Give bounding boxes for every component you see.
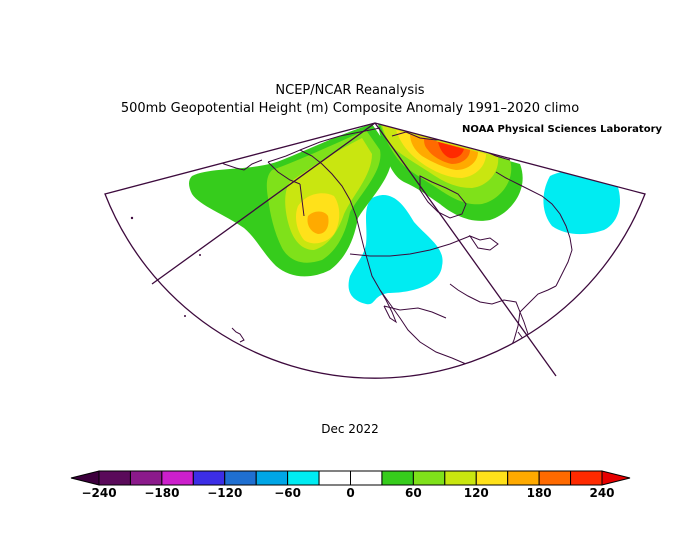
colorbar-bin — [129, 470, 163, 486]
hawaii-islands — [231, 327, 245, 343]
hudson-bay — [419, 175, 467, 219]
meridian-west — [151, 122, 376, 285]
colorbar-bin — [161, 470, 194, 486]
colorbar-tick-label: 240 — [589, 486, 615, 500]
positive-anomaly-alaska — [189, 124, 392, 277]
meridian-east — [374, 122, 557, 377]
great-lakes — [468, 234, 499, 251]
coastline-east — [495, 171, 573, 287]
colorbar-bin — [350, 470, 383, 486]
colorbar-bin — [318, 470, 351, 486]
colorbar-bin — [475, 470, 509, 486]
colorbar-tick-label: 60 — [405, 486, 422, 500]
island-dots — [130, 216, 201, 317]
map-frame — [104, 122, 646, 379]
colorbar-bin — [287, 470, 320, 486]
colorbar-bin — [192, 470, 226, 486]
baja — [379, 289, 398, 324]
date-label: Dec 2022 — [321, 422, 379, 436]
colorbar-bin — [255, 470, 289, 486]
colorbar-tick-label: 180 — [526, 486, 552, 500]
colorbar-tick-label: 120 — [463, 486, 489, 500]
colorbar-bin — [224, 470, 257, 486]
credit-label: NOAA Physical Sciences Laboratory — [462, 124, 663, 135]
alaska-canada-border — [299, 183, 305, 217]
positive-anomaly-canada — [378, 124, 523, 221]
colorbar-bin — [444, 470, 477, 486]
colorbar-tick-label: −60 — [274, 486, 302, 500]
colorbar-bin — [98, 470, 131, 486]
colorbar-bin — [412, 470, 446, 486]
colorbar-bin — [381, 470, 414, 486]
colorbar-bin — [507, 470, 540, 486]
colorbar-bins — [98, 470, 603, 486]
colorbar-tick-label: −120 — [207, 486, 243, 500]
colorbar-overflow-arrow — [601, 470, 631, 486]
colorbar-bin — [538, 470, 572, 486]
us-mexico-border — [383, 305, 447, 319]
colorbar-bin — [570, 470, 603, 486]
colorbar-tick-label: −180 — [144, 486, 180, 500]
coastlines — [213, 127, 573, 375]
coastline-west — [267, 149, 493, 375]
chart-title: NCEP/NCAR Reanalysis — [275, 83, 425, 98]
chart-subtitle: 500mb Geopotential Height (m) Composite … — [120, 101, 580, 116]
colorbar-tick-label: −240 — [81, 486, 117, 500]
colorbar-underflow-arrow — [70, 470, 100, 486]
sector-boundary — [104, 122, 646, 379]
us-canada-border — [349, 235, 471, 257]
colorbar-tick-label: 0 — [346, 486, 355, 500]
